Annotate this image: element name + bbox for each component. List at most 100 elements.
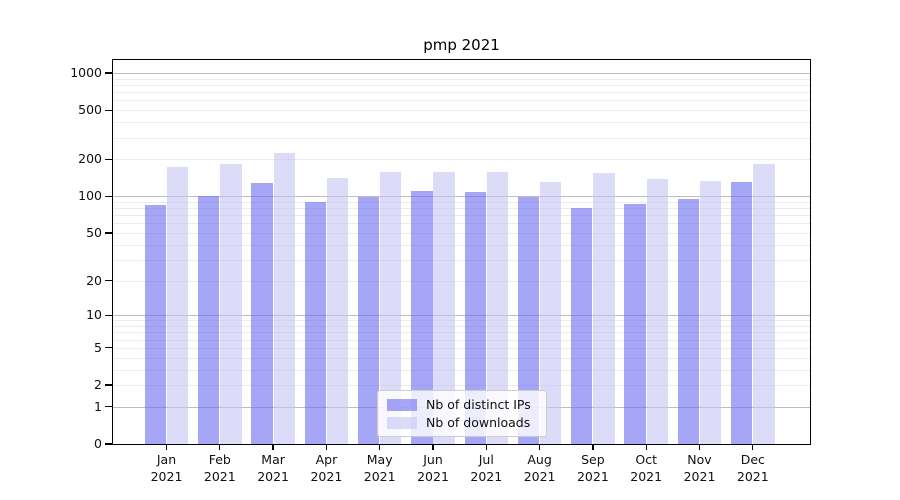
chart-title: pmp 2021 <box>423 36 500 54</box>
bar-downloads-jul <box>486 172 509 444</box>
bar-distinct-ips-dec <box>731 182 753 444</box>
x-tick-label-oct: Oct 2021 <box>630 452 663 484</box>
y-tick-label-50: 50 <box>86 224 102 240</box>
bar-downloads-feb <box>220 164 242 444</box>
bar-downloads-mar <box>273 153 295 444</box>
x-tick-label-jul: Jul 2021 <box>470 452 503 484</box>
y-tick-label-20: 20 <box>86 272 102 288</box>
gridline-minor-8 <box>113 326 810 327</box>
gridline-minor-20 <box>113 280 810 282</box>
bar-distinct-ips-may <box>357 196 380 444</box>
y-tick-mark-200 <box>105 158 112 160</box>
gridline-minor-600 <box>113 100 810 102</box>
legend-label-downloads: Nb of downloads <box>426 415 531 430</box>
x-tick-label-may: May 2021 <box>363 452 396 484</box>
gridline-minor-3 <box>113 369 810 371</box>
x-tick-label-nov: Nov 2021 <box>683 452 716 484</box>
bar-downloads-jun <box>433 171 455 444</box>
bar-downloads-jan <box>166 167 189 444</box>
gridline-minor-90 <box>113 201 810 203</box>
gridline-minor-300 <box>113 137 810 139</box>
x-tick-mark-aug <box>538 445 541 450</box>
y-tick-mark-1000 <box>105 72 112 74</box>
gridline-minor-6 <box>113 339 810 341</box>
y-tick-mark-100 <box>105 195 112 197</box>
y-tick-label-10: 10 <box>86 307 102 323</box>
x-tick-label-mar: Mar 2021 <box>257 452 289 484</box>
x-tick-label-feb: Feb 2021 <box>203 452 236 484</box>
y-tick-mark-0 <box>105 443 112 445</box>
bar-distinct-ips-mar <box>251 183 273 444</box>
gridline-minor-70 <box>113 215 810 217</box>
x-tick-label-jan: Jan 2021 <box>150 452 183 484</box>
bar-downloads-aug <box>540 181 562 444</box>
gridline-minor-800 <box>113 85 810 86</box>
x-tick-mark-jul <box>485 445 487 450</box>
bar-downloads-apr <box>326 178 349 444</box>
bar-distinct-ips-feb <box>198 196 220 444</box>
y-tick-mark-50 <box>105 232 112 234</box>
y-tick-label-5: 5 <box>94 339 102 355</box>
y-tick-label-2: 2 <box>94 377 102 392</box>
plot-area: Nb of distinct IPs Nb of downloads <box>112 59 811 445</box>
bar-distinct-ips-sep <box>571 208 593 444</box>
x-tick-label-aug: Aug 2021 <box>523 452 556 484</box>
y-tick-mark-5 <box>105 347 112 349</box>
bar-distinct-ips-aug <box>517 197 540 444</box>
x-tick-mark-may <box>379 445 381 450</box>
legend: Nb of distinct IPs Nb of downloads <box>377 390 547 437</box>
gridline-minor-40 <box>113 244 810 246</box>
bar-distinct-ips-jan <box>144 204 167 444</box>
x-tick-mark-oct <box>645 445 647 450</box>
legend-swatch-downloads <box>387 416 417 429</box>
bar-downloads-may <box>380 171 402 444</box>
x-tick-mark-apr <box>325 445 328 450</box>
x-tick-mark-sep <box>592 445 594 450</box>
y-tick-mark-10 <box>105 314 112 316</box>
x-tick-mark-feb <box>219 445 221 450</box>
legend-label-distinct-ips: Nb of distinct IPs <box>426 397 531 412</box>
gridline-minor-7 <box>113 332 810 334</box>
gridline-major-100 <box>113 196 810 198</box>
gridline-major-1000 <box>113 73 810 74</box>
gridline-minor-50 <box>113 232 810 234</box>
gridline-major-10 <box>113 315 810 317</box>
bar-downloads-oct <box>646 178 668 444</box>
gridline-minor-80 <box>113 208 810 209</box>
y-tick-label-0: 0 <box>94 436 102 451</box>
y-tick-label-200: 200 <box>78 151 102 167</box>
legend-item-downloads: Nb of downloads <box>387 415 537 430</box>
x-tick-mark-dec <box>752 445 754 450</box>
bar-distinct-ips-jul <box>464 191 486 444</box>
y-tick-mark-20 <box>105 279 112 282</box>
bar-downloads-nov <box>699 180 722 444</box>
gridline-minor-500 <box>113 110 810 112</box>
gridline-minor-900 <box>113 78 810 80</box>
x-tick-mark-mar <box>272 445 274 450</box>
x-tick-mark-jan <box>165 445 168 450</box>
y-tick-mark-500 <box>105 109 112 111</box>
bar-downloads-dec <box>753 164 775 444</box>
bar-distinct-ips-apr <box>304 201 326 444</box>
gridline-minor-5 <box>113 347 810 349</box>
gridline-minor-2 <box>113 385 810 386</box>
y-tick-mark-1 <box>105 406 112 408</box>
y-tick-label-100: 100 <box>78 188 102 204</box>
y-tick-label-1: 1 <box>94 398 102 414</box>
y-tick-mark-2 <box>105 384 112 386</box>
gridline-minor-700 <box>113 92 810 94</box>
gridline-minor-200 <box>113 159 810 161</box>
legend-item-distinct-ips: Nb of distinct IPs <box>387 397 537 412</box>
x-tick-label-jun: Jun 2021 <box>417 452 449 484</box>
x-tick-label-dec: Dec 2021 <box>736 452 769 484</box>
gridline-minor-4 <box>113 357 810 359</box>
x-tick-label-sep: Sep 2021 <box>576 452 609 484</box>
gridline-minor-60 <box>113 223 810 225</box>
gridline-minor-400 <box>113 122 810 124</box>
legend-swatch-distinct-ips <box>387 398 417 411</box>
gridline-minor-30 <box>113 259 810 261</box>
y-tick-label-1000: 1000 <box>70 65 102 80</box>
bar-downloads-sep <box>593 172 615 444</box>
x-tick-mark-jun <box>432 445 434 450</box>
